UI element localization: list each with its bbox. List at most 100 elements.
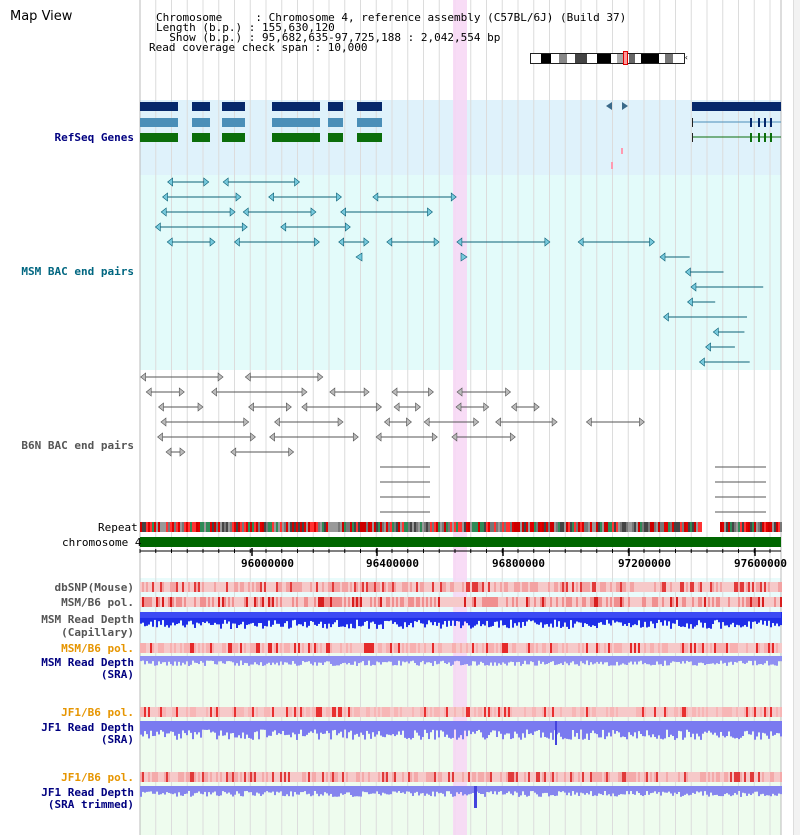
polymorphism-cell bbox=[466, 643, 468, 653]
repeat-segment bbox=[776, 522, 778, 532]
polymorphism-cell bbox=[616, 643, 618, 653]
polymorphism-cell bbox=[392, 772, 394, 782]
polymorphism-cell bbox=[548, 597, 550, 607]
read-depth-bar bbox=[318, 721, 320, 740]
polymorphism-cell bbox=[770, 582, 772, 592]
gene-exon bbox=[758, 133, 760, 142]
polymorphism-cell bbox=[582, 707, 584, 717]
repeat-segment bbox=[444, 522, 446, 532]
polymorphism-cell bbox=[150, 772, 152, 782]
repeat-segment bbox=[634, 522, 636, 532]
read-depth-bar bbox=[226, 786, 228, 794]
read-depth-bar bbox=[722, 721, 724, 736]
read-depth-bar bbox=[762, 612, 764, 625]
polymorphism-cell bbox=[222, 582, 224, 592]
polymorphism-cell bbox=[624, 582, 626, 592]
polymorphism-cell bbox=[390, 772, 392, 782]
polymorphism-cell bbox=[636, 772, 638, 782]
read-depth-bar bbox=[738, 612, 740, 626]
read-depth-bar bbox=[554, 656, 556, 666]
polymorphism-cell bbox=[176, 707, 178, 717]
read-depth-bar bbox=[266, 612, 268, 627]
polymorphism-cell bbox=[516, 597, 518, 607]
polymorphism-cell bbox=[692, 643, 694, 653]
polymorphism-cell bbox=[778, 707, 780, 717]
polymorphism-cell bbox=[210, 772, 212, 782]
read-depth-bar bbox=[510, 721, 512, 740]
polymorphism-cell bbox=[358, 707, 360, 717]
polymorphism-cell bbox=[690, 772, 692, 782]
read-depth-bar bbox=[178, 721, 180, 734]
read-depth-bar bbox=[568, 612, 570, 629]
read-depth-bar bbox=[734, 721, 736, 739]
read-depth-bar bbox=[346, 612, 348, 625]
gene-exon bbox=[764, 118, 766, 127]
bac-end-arrow bbox=[166, 237, 173, 247]
read-depth-bar bbox=[314, 656, 316, 663]
polymorphism-cell bbox=[610, 643, 612, 653]
polymorphism-cell bbox=[526, 772, 528, 782]
polymorphism-cell bbox=[154, 772, 156, 782]
repeat-segment bbox=[456, 522, 458, 532]
read-depth-bar bbox=[682, 786, 684, 796]
repeat-segment bbox=[650, 522, 652, 532]
polymorphism-cell bbox=[438, 707, 440, 717]
vertical-scrollbar[interactable] bbox=[793, 0, 800, 835]
bac-end-arrow bbox=[577, 237, 584, 247]
repeat-segment bbox=[468, 522, 470, 532]
read-depth-bar bbox=[770, 786, 772, 797]
repeat-segment bbox=[402, 522, 404, 532]
polymorphism-cell bbox=[694, 772, 696, 782]
polymorphism-cell bbox=[526, 643, 528, 653]
read-depth-bar bbox=[190, 721, 192, 733]
polymorphism-cell bbox=[576, 772, 578, 782]
polymorphism-cell bbox=[564, 643, 566, 653]
polymorphism-cell bbox=[200, 582, 202, 592]
gene-exon bbox=[692, 133, 693, 142]
read-depth-bar bbox=[698, 786, 700, 793]
read-depth-bar bbox=[248, 612, 250, 625]
repeat-segment bbox=[618, 522, 620, 532]
read-depth-bar bbox=[392, 721, 394, 735]
polymorphism-cell bbox=[412, 582, 414, 592]
polymorphism-cell bbox=[778, 582, 780, 592]
read-depth-bar bbox=[626, 656, 628, 665]
selection-highlight[interactable] bbox=[453, 0, 467, 835]
read-depth-bar bbox=[672, 721, 674, 736]
read-depth-bar bbox=[756, 721, 758, 737]
polymorphism-cell bbox=[412, 597, 414, 607]
polymorphism-cell bbox=[640, 643, 642, 653]
read-depth-bar bbox=[448, 786, 450, 792]
polymorphism-cell bbox=[514, 597, 516, 607]
read-depth-bar bbox=[650, 786, 652, 794]
repeat-segment bbox=[450, 522, 452, 532]
polymorphism-cell bbox=[368, 582, 370, 592]
polymorphism-cell bbox=[342, 582, 344, 592]
polymorphism-cell bbox=[192, 597, 194, 607]
read-depth-bar bbox=[744, 612, 746, 626]
read-depth-bar bbox=[220, 721, 222, 731]
polymorphism-cell bbox=[752, 597, 754, 607]
read-depth-bar bbox=[582, 786, 584, 794]
read-depth-bar bbox=[510, 656, 512, 662]
read-depth-bar bbox=[678, 786, 680, 792]
chromosome-ideogram[interactable] bbox=[530, 53, 685, 64]
read-depth-bar bbox=[646, 656, 648, 665]
polymorphism-cell bbox=[248, 772, 250, 782]
polymorphism-cell bbox=[696, 772, 698, 782]
polymorphism-cell bbox=[780, 772, 782, 782]
polymorphism-cell bbox=[732, 643, 734, 653]
polymorphism-cell bbox=[382, 772, 384, 782]
repeat-segment bbox=[448, 522, 450, 532]
polymorphism-cell bbox=[142, 597, 144, 607]
read-depth-bar bbox=[654, 656, 656, 665]
polymorphism-cell bbox=[724, 707, 726, 717]
repeat-segment bbox=[188, 522, 190, 532]
read-depth-bar bbox=[560, 721, 562, 737]
read-depth-bar bbox=[440, 786, 442, 793]
polymorphism-cell bbox=[780, 582, 782, 592]
read-depth-bar bbox=[256, 612, 258, 627]
polymorphism-cell bbox=[314, 772, 316, 782]
read-depth-bar bbox=[498, 721, 500, 732]
